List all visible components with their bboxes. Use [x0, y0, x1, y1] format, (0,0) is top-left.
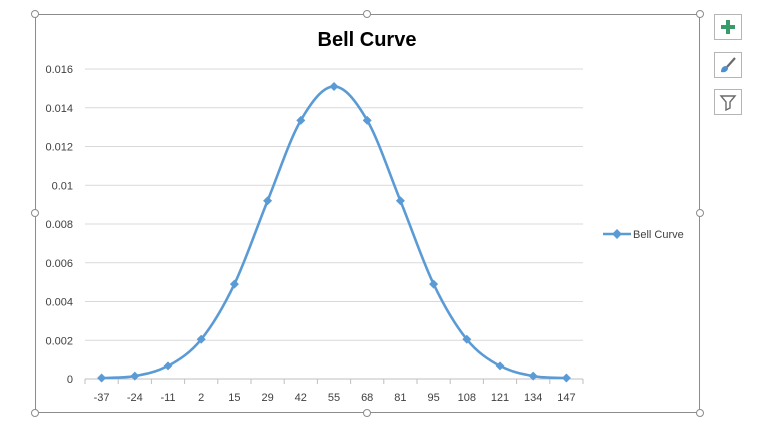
data-point-marker[interactable]	[229, 279, 239, 289]
y-tick-label: 0	[67, 374, 73, 386]
x-tick-label: 95	[427, 392, 439, 404]
x-tick-label: 15	[228, 392, 240, 404]
x-tick-label: -11	[160, 392, 175, 404]
data-point-marker[interactable]	[495, 361, 505, 371]
y-tick-label: 0.006	[45, 258, 73, 270]
y-tick-label: 0.004	[45, 297, 73, 309]
resize-handle-top-left[interactable]	[31, 10, 39, 18]
x-tick-label: 29	[261, 392, 273, 404]
data-point-marker[interactable]	[395, 196, 405, 206]
data-point-marker[interactable]	[462, 334, 472, 344]
legend-marker	[612, 229, 622, 239]
y-tick-label: 0.014	[45, 103, 73, 115]
filter-icon	[719, 95, 737, 111]
y-tick-label: 0.016	[45, 64, 73, 76]
x-tick-label: 55	[328, 392, 340, 404]
resize-handle-top-right[interactable]	[696, 10, 704, 18]
resize-handle-top[interactable]	[363, 10, 371, 18]
paintbrush-icon	[721, 57, 736, 73]
series-markers	[97, 81, 571, 383]
y-tick-label: 0.008	[45, 219, 73, 231]
x-tick-label: 147	[557, 392, 575, 404]
data-point-marker[interactable]	[296, 115, 306, 125]
chart-title[interactable]: Bell Curve	[318, 29, 417, 51]
resize-handle-right[interactable]	[696, 209, 704, 217]
resize-handle-bottom-left[interactable]	[31, 409, 39, 417]
data-point-marker[interactable]	[263, 196, 273, 206]
data-point-marker[interactable]	[362, 115, 372, 125]
x-tick-label: -37	[94, 392, 110, 404]
x-tick-label: 121	[491, 392, 509, 404]
data-point-marker[interactable]	[130, 371, 140, 381]
x-tick-label: 108	[458, 392, 476, 404]
data-point-marker[interactable]	[561, 373, 571, 383]
data-point-marker[interactable]	[329, 81, 339, 91]
legend[interactable]: Bell Curve	[603, 229, 684, 241]
legend-label: Bell Curve	[633, 229, 684, 241]
resize-handle-left[interactable]	[31, 209, 39, 217]
resize-handle-bottom[interactable]	[363, 409, 371, 417]
axes: 0 0.002 0.004 0.006 0.008 0.01 0.012 0.014 0.016…	[45, 64, 584, 404]
x-tick-label: 68	[361, 392, 373, 404]
y-tick-label: 0.01	[52, 180, 73, 192]
chart-styles-button[interactable]	[714, 52, 742, 78]
data-point-marker[interactable]	[196, 334, 206, 344]
gridlines	[85, 68, 583, 341]
chart-elements-button[interactable]	[714, 14, 742, 40]
data-point-marker[interactable]	[97, 373, 107, 383]
y-tick-label: 0.002	[45, 335, 73, 347]
x-tick-label: -24	[127, 392, 143, 404]
plus-icon	[721, 20, 735, 34]
x-tick-label: 134	[524, 392, 542, 404]
data-point-marker[interactable]	[163, 361, 173, 371]
series-line-bell-curve[interactable]	[101, 85, 567, 380]
y-tick-label: 0.012	[45, 142, 73, 154]
resize-handle-bottom-right[interactable]	[696, 409, 704, 417]
data-point-marker[interactable]	[429, 279, 439, 289]
data-point-marker[interactable]	[528, 371, 538, 381]
x-tick-label: 42	[295, 392, 307, 404]
chart-filters-button[interactable]	[714, 89, 742, 115]
x-tick-label: 81	[394, 392, 406, 404]
x-tick-label: 2	[198, 392, 204, 404]
